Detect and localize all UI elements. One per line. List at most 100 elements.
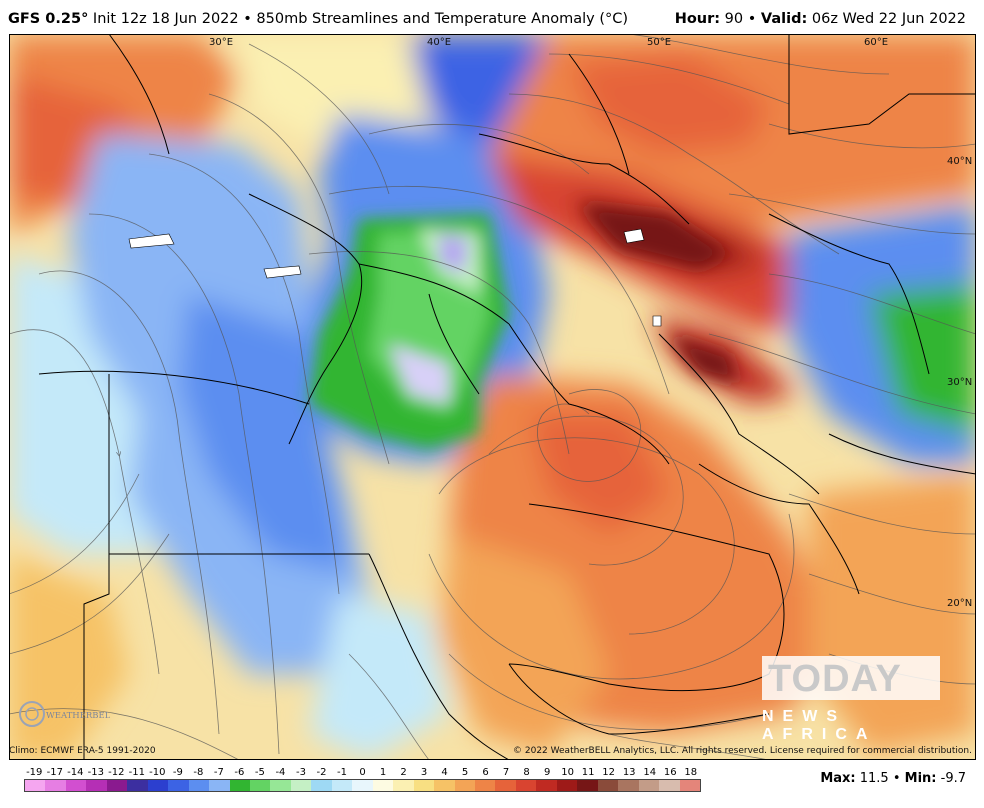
legend-label: 9 bbox=[543, 767, 551, 778]
legend-label: 18 bbox=[684, 767, 698, 778]
legend-label: -13 bbox=[87, 767, 104, 778]
legend-label: 3 bbox=[420, 767, 428, 778]
legend-label: -7 bbox=[213, 767, 224, 778]
legend-swatch bbox=[127, 780, 148, 791]
header-valid-time: Hour: 90 • Valid: 06z Wed 22 Jun 2022 bbox=[675, 11, 966, 27]
legend-labels: -19 -17 -14 -13 -12 -11 -10 -9 -8 -7 -6 -5 -4 -3 -2 -1 0… bbox=[24, 767, 701, 779]
legend-swatch bbox=[577, 780, 598, 791]
legend-label: 14 bbox=[643, 767, 657, 778]
legend-label: -8 bbox=[193, 767, 204, 778]
lon-label-60e: 60°E bbox=[864, 37, 888, 48]
legend-swatch bbox=[597, 780, 619, 791]
today-logo-subtitle: NEWS AFRICA bbox=[762, 708, 877, 743]
legend-label: -2 bbox=[316, 767, 327, 778]
legend-swatch bbox=[209, 780, 230, 791]
map-header: GFS 0.25° Init 12z 18 Jun 2022 • 850mb S… bbox=[0, 0, 984, 34]
legend-swatch bbox=[515, 780, 537, 791]
legend-label: 12 bbox=[602, 767, 616, 778]
color-legend: -19 -17 -14 -13 -12 -11 -10 -9 -8 -7 -6 -5 -4 -3 -2 -1 0… bbox=[24, 767, 701, 806]
legend-swatch bbox=[352, 780, 373, 791]
longitude-labels: 30°E 40°E 50°E 60°E bbox=[209, 37, 888, 48]
warm-core-field bbox=[579, 204, 739, 384]
legend-swatch bbox=[659, 780, 680, 791]
map-frame bbox=[9, 34, 976, 760]
legend-swatch bbox=[413, 780, 435, 791]
hour-value: 90 • bbox=[720, 11, 761, 27]
legend-label: 13 bbox=[622, 767, 636, 778]
legend-swatch bbox=[65, 780, 87, 791]
legend-label: 11 bbox=[581, 767, 595, 778]
legend-swatch bbox=[45, 780, 66, 791]
weatherbell-logo: WEATHERBELL bbox=[19, 701, 110, 727]
legend-label: 8 bbox=[523, 767, 530, 778]
legend-label: -4 bbox=[275, 767, 286, 778]
legend-swatch bbox=[188, 780, 210, 791]
islands bbox=[128, 228, 662, 327]
legend-swatch bbox=[536, 780, 557, 791]
lat-label-30n: 30°N bbox=[947, 377, 972, 388]
header-title: GFS 0.25° Init 12z 18 Jun 2022 • 850mb S… bbox=[8, 11, 628, 27]
legend-swatch bbox=[679, 780, 700, 791]
legend-colorbar bbox=[24, 779, 701, 792]
lon-label-40e: 40°E bbox=[427, 37, 451, 48]
legend-swatch bbox=[618, 780, 639, 791]
climo-note: Climo: ECMWF ERA-5 1991-2020 bbox=[9, 746, 156, 756]
legend-swatch bbox=[86, 780, 107, 791]
legend-label: -6 bbox=[234, 767, 245, 778]
valid-value: 06z Wed 22 Jun 2022 bbox=[807, 11, 966, 27]
legend-swatch bbox=[290, 780, 312, 791]
legend-label: 0 bbox=[359, 767, 366, 778]
anomaly-map: 30°E 40°E 50°E 60°E 40°N 30°N 20°N bbox=[9, 34, 976, 760]
lon-label-50e: 50°E bbox=[647, 37, 671, 48]
legend-label: 10 bbox=[561, 767, 575, 778]
legend-label: -14 bbox=[67, 767, 84, 778]
legend-swatch bbox=[331, 780, 353, 791]
legend-label: -3 bbox=[295, 767, 306, 778]
legend-swatch bbox=[311, 780, 332, 791]
hour-label: Hour: bbox=[674, 11, 721, 27]
legend-swatch bbox=[372, 780, 394, 791]
copyright-note: © 2022 WeatherBELL Analytics, LLC. All r… bbox=[513, 746, 972, 756]
today-logo-word: TODAY bbox=[768, 658, 902, 700]
legend-swatch bbox=[147, 780, 169, 791]
legend-swatch bbox=[168, 780, 189, 791]
legend-label: -5 bbox=[254, 767, 265, 778]
valid-label: Valid: bbox=[760, 11, 808, 27]
cool-anomaly-core bbox=[309, 214, 509, 449]
weatherbell-logo-text: WEATHERBELL bbox=[46, 711, 110, 721]
model-name: GFS 0.25° bbox=[8, 11, 89, 27]
legend-swatch bbox=[474, 780, 496, 791]
min-label: Min: bbox=[904, 771, 937, 786]
today-logo-box: TODAY bbox=[762, 656, 940, 700]
legend-swatch bbox=[249, 780, 271, 791]
max-min-readout: Max: 11.5 • Min: -9.7 bbox=[820, 771, 966, 786]
legend-label: -17 bbox=[46, 767, 63, 778]
legend-label: 2 bbox=[400, 767, 407, 778]
lat-label-20n: 20°N bbox=[947, 598, 972, 609]
legend-swatch bbox=[25, 780, 46, 791]
legend-swatch bbox=[434, 780, 455, 791]
legend-swatch bbox=[454, 780, 475, 791]
legend-label: 7 bbox=[502, 767, 510, 778]
legend-label: 6 bbox=[482, 767, 489, 778]
legend-swatch bbox=[495, 780, 516, 791]
today-news-watermark: TODAY NEWS AFRICA bbox=[762, 656, 940, 743]
max-value: 11.5 • bbox=[855, 771, 905, 786]
lat-label-40n: 40°N bbox=[947, 156, 972, 167]
legend-label: 1 bbox=[379, 767, 387, 778]
legend-label: 4 bbox=[441, 767, 448, 778]
lon-label-30e: 30°E bbox=[209, 37, 233, 48]
min-value: -9.7 bbox=[936, 771, 966, 786]
latitude-labels: 40°N 30°N 20°N bbox=[947, 156, 972, 609]
streamlines bbox=[9, 34, 976, 760]
legend-label: -12 bbox=[108, 767, 125, 778]
legend-label: -11 bbox=[128, 767, 145, 778]
legend-swatch bbox=[229, 780, 250, 791]
max-label: Max: bbox=[820, 771, 856, 786]
legend-label: -19 bbox=[26, 767, 43, 778]
legend-swatch bbox=[638, 780, 660, 791]
legend-label: 16 bbox=[663, 767, 677, 778]
legend-label: -10 bbox=[149, 767, 166, 778]
legend-label: 5 bbox=[461, 767, 469, 778]
legend-swatch bbox=[556, 780, 578, 791]
